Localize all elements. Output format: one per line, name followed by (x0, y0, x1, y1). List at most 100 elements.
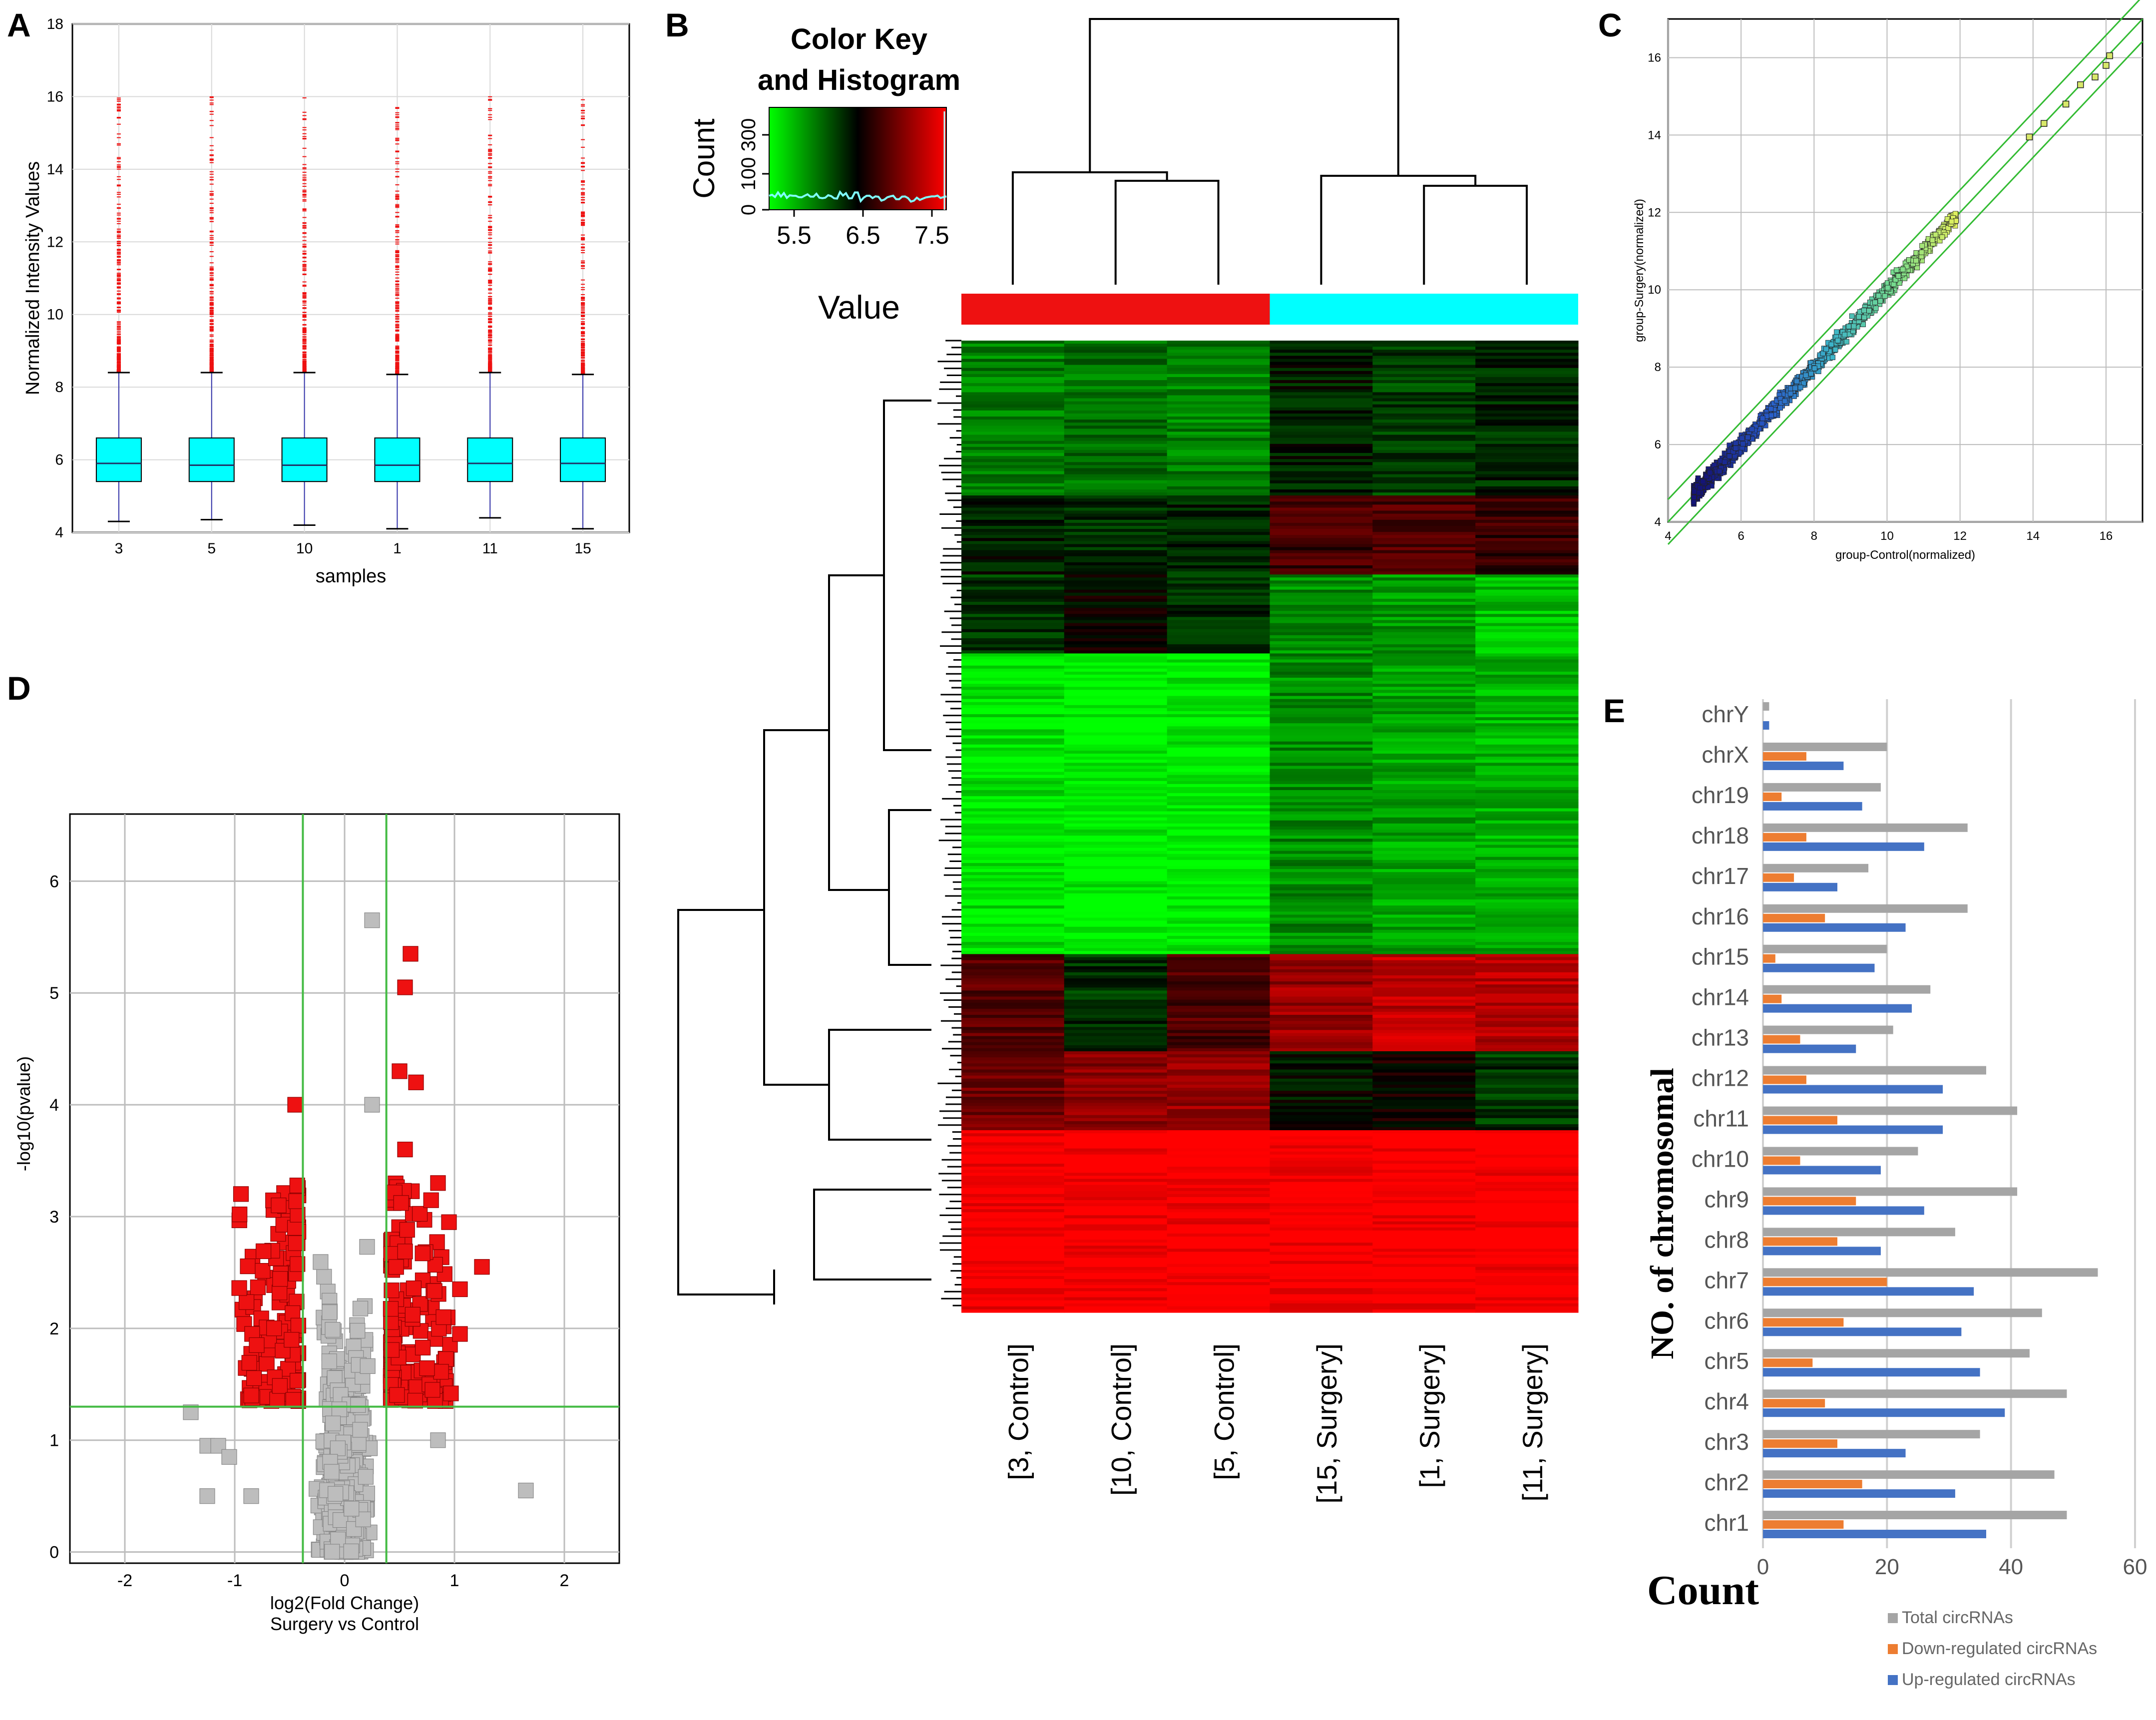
heatmap-cell (1372, 559, 1476, 563)
heatmap-cell (961, 623, 1065, 627)
heatmap-cell (1475, 887, 1579, 891)
heatmap-cell (1167, 1237, 1271, 1240)
data-point (1803, 373, 1809, 378)
heatmap-cell (961, 443, 1065, 447)
heatmap-cell (1064, 462, 1168, 465)
heatmap-cell (1167, 1033, 1271, 1037)
heatmap-cell (1064, 1039, 1168, 1043)
heatmap-cell (1372, 368, 1476, 372)
heatmap-cell (1475, 535, 1579, 538)
heatmap-cell (1270, 790, 1373, 794)
heatmap-cell (1064, 890, 1168, 894)
heatmap-cell (961, 410, 1065, 414)
heatmap-cell (1270, 693, 1373, 697)
heatmap-cell (1064, 538, 1168, 541)
heatmap-cell (1064, 942, 1168, 945)
heatmap-cell (1270, 377, 1373, 381)
heatmap-cell (1475, 817, 1579, 821)
heatmap-cell (1167, 1291, 1271, 1295)
heatmap-cell (1167, 884, 1271, 888)
heatmap-cell (1064, 702, 1168, 706)
heatmap-cell (1270, 1121, 1373, 1125)
heatmap-cell (961, 562, 1065, 566)
y-tick-label: 4 (1655, 515, 1661, 529)
heatmap-cell (1475, 1097, 1579, 1100)
heatmap-cell (1372, 662, 1476, 666)
heatmap-cell (1064, 1267, 1168, 1271)
heatmap-cell (1167, 456, 1271, 459)
heatmap-cell (1064, 836, 1168, 839)
heatmap-cell (961, 598, 1065, 602)
heatmap-cell (1064, 1124, 1168, 1128)
heatmap-cell (1475, 729, 1579, 733)
heatmap-cell (1372, 1303, 1476, 1307)
heatmap-cell (1372, 942, 1476, 945)
heatmap-cell (1064, 404, 1168, 408)
heatmap-cell (1064, 1021, 1168, 1024)
heatmap-cell (961, 1218, 1065, 1222)
heatmap-cell (1064, 975, 1168, 979)
heatmap-cell (961, 1303, 1065, 1307)
heatmap-cell (1372, 763, 1476, 766)
heatmap-cell (961, 1288, 1065, 1291)
heatmap-cell (1064, 863, 1168, 866)
heatmap-cell (961, 1060, 1065, 1064)
heatmap-cell (1064, 347, 1168, 350)
heatmap-cell (1270, 1240, 1373, 1243)
heatmap-cell (1372, 486, 1476, 490)
heatmap-cell (1372, 407, 1476, 411)
heatmap-cell (1167, 1051, 1271, 1055)
heatmap-cell (1064, 380, 1168, 384)
heatmap-cell (961, 802, 1065, 806)
heatmap-cell (1270, 1048, 1373, 1052)
heatmap-cell (1372, 1094, 1476, 1097)
heatmap-cell (961, 1130, 1065, 1134)
heatmap-cell (1372, 1255, 1476, 1259)
heatmap-cell (1167, 1179, 1271, 1183)
heatmap-cell (1475, 799, 1579, 803)
heatmap-cell (961, 459, 1065, 462)
heatmap-cell (1475, 1106, 1579, 1110)
heatmap-cell (1270, 389, 1373, 393)
heatmap-cell (1475, 908, 1579, 912)
heatmap-cell (1270, 857, 1373, 860)
heatmap-cell (1167, 857, 1271, 860)
heatmap-cell (1064, 845, 1168, 849)
heatmap-cell (961, 1227, 1065, 1231)
heatmap-cell (1167, 1264, 1271, 1268)
heatmap-cell (1167, 423, 1271, 426)
heatmap-cell (1270, 1243, 1373, 1246)
heatmap-cell (1372, 495, 1476, 499)
heatmap-cell (961, 1167, 1065, 1170)
data-point (1893, 277, 1899, 283)
heatmap-cell (961, 1309, 1065, 1313)
heatmap-cell (1270, 459, 1373, 462)
heatmap-cell (1167, 1045, 1271, 1049)
heatmap-cell (1167, 1024, 1271, 1027)
heatmap-cell (1064, 398, 1168, 402)
heatmap-cell (1270, 1057, 1373, 1061)
heatmap-cell (1167, 365, 1271, 369)
heatmap-cell (961, 429, 1065, 432)
heatmap-cell (1475, 374, 1579, 378)
heatmap-cell (1270, 1142, 1373, 1146)
heatmap-cell (961, 565, 1065, 569)
heatmap-cell (1270, 565, 1373, 569)
heatmap-cell (961, 1094, 1065, 1097)
heatmap-cell (1167, 793, 1271, 797)
heatmap-cell (961, 529, 1065, 532)
heatmap-cell (1270, 559, 1373, 563)
heatmap-cell (961, 1306, 1065, 1310)
heatmap-cell (961, 969, 1065, 973)
heatmap-cell (1372, 754, 1476, 757)
data-point (1933, 232, 1939, 238)
data-point (1895, 273, 1901, 279)
heatmap-cell (1270, 492, 1373, 496)
heatmap-cell (1270, 1030, 1373, 1034)
heatmap-cell (1372, 1264, 1476, 1268)
heatmap-cell (1167, 1151, 1271, 1155)
heatmap-cell (1372, 963, 1476, 967)
heatmap-cell (1475, 1237, 1579, 1240)
heatmap-cell (1372, 629, 1476, 633)
data-point (1768, 406, 1774, 412)
